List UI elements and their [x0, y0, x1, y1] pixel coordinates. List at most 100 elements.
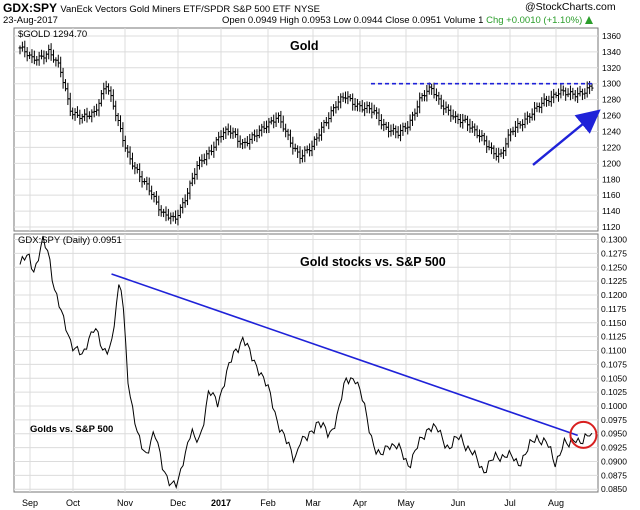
ratio-downtrend-line [111, 273, 578, 437]
ohlc-bar [590, 83, 594, 92]
ratio-y-tick: 0.0950 [601, 429, 627, 439]
ohlc-bar [121, 122, 125, 147]
ohlc-bar [66, 82, 70, 106]
ohlc-bar [209, 144, 213, 156]
ohlc-bar [341, 92, 345, 102]
ohlc-bar [233, 128, 237, 138]
ohlc-bar [116, 112, 120, 127]
ohlc-bar [487, 140, 491, 151]
ohlc-bar [363, 102, 367, 117]
ratio-y-tick-labels: 0.0850 0.0875 0.0900 0.0925 0.0950 0.0975 0.10… [601, 235, 627, 495]
ohlc-bar [18, 45, 22, 55]
ohlc-bar [327, 112, 331, 130]
ohlc-bar [162, 208, 166, 218]
ohlc-bar [308, 143, 312, 157]
x-tick-label: Nov [117, 498, 134, 508]
ohlc-bar [379, 114, 383, 130]
ohlc-bar [521, 119, 525, 132]
gold-y-tick: 1120 [602, 222, 621, 232]
ohlc-bar [202, 153, 206, 165]
ohlc-bar [260, 123, 264, 137]
quote-volume: Volume 1 [443, 15, 484, 26]
ohlc-bar [497, 147, 501, 163]
ratio-annotation: Golds vs. S&P 500 [30, 424, 113, 435]
ratio-grid [14, 234, 598, 492]
ratio-y-tick: 0.1050 [601, 373, 627, 383]
ratio-breakout-circle [569, 420, 598, 449]
ohlc-bar [97, 99, 101, 117]
ohlc-bar [61, 67, 65, 89]
x-month-labels: Sep Oct Nov Dec 2017 Feb Mar Apr May Jun Jul Aug [22, 498, 564, 508]
ohlc-bar [32, 50, 36, 65]
gold-ohlc-bars [18, 40, 594, 226]
ohlc-bar [63, 79, 67, 92]
ohlc-bar [425, 84, 429, 102]
quote-open: Open 0.0949 [222, 15, 277, 26]
ohlc-bar [408, 114, 412, 131]
ohlc-bar [279, 110, 283, 129]
quote-high: High 0.0953 [279, 15, 331, 26]
ohlc-bar [346, 91, 350, 105]
ohlc-bar [284, 123, 288, 138]
ohlc-bar [157, 195, 161, 217]
ohlc-bar [315, 133, 319, 146]
gold-y-tick: 1140 [602, 206, 621, 216]
ratio-y-tick: 0.0975 [601, 415, 627, 425]
ohlc-bar [501, 146, 505, 159]
ohlc-bar [174, 210, 178, 224]
ratio-panel-frame [13, 233, 599, 493]
gold-panel-title: Gold [290, 39, 318, 53]
ratio-y-tick: 0.1075 [601, 359, 627, 369]
quote-close: Close 0.0951 [385, 15, 442, 26]
ohlc-bar [391, 123, 395, 136]
ohlc-bar [250, 132, 254, 144]
ratio-y-tick: 0.1100 [601, 346, 627, 356]
ohlc-bar [442, 99, 446, 116]
ohlc-bar [339, 93, 343, 109]
ohlc-bar [298, 146, 302, 164]
ohlc-bar [552, 88, 556, 104]
ohlc-bar [384, 121, 388, 131]
ohlc-bar [274, 112, 278, 127]
ohlc-bar [571, 87, 575, 99]
ratio-y-tick: 0.1175 [601, 304, 627, 314]
ohlc-bar [128, 146, 132, 165]
x-tick-label: Mar [305, 498, 321, 508]
ohlc-bar [226, 123, 230, 136]
ohlc-bar [533, 101, 537, 121]
ohlc-bar [494, 148, 498, 161]
ohlc-bar [324, 117, 328, 127]
ohlc-bar [68, 92, 72, 116]
ohlc-bar [126, 145, 130, 158]
ohlc-bar [399, 124, 403, 142]
x-tick-label: Aug [548, 498, 564, 508]
ohlc-bar [207, 146, 211, 160]
gold-y-tick-labels: 1120 1140 1160 1180 1200 1220 1240 1260 1280 1300… [602, 31, 621, 232]
ohlc-bar [71, 107, 75, 120]
ratio-y-tick: 0.1250 [601, 262, 627, 272]
ohlc-bar [568, 85, 572, 101]
ohlc-bar [559, 83, 563, 99]
ohlc-bar [56, 54, 60, 68]
ohlc-bar [372, 104, 376, 115]
ohlc-bar [231, 127, 235, 139]
ohlc-bar [466, 115, 470, 131]
ratio-series-line [19, 235, 593, 490]
gold-y-tick: 1360 [602, 31, 621, 41]
ohlc-bar [107, 83, 111, 95]
ohlc-bar [336, 95, 340, 111]
ohlc-bar [513, 120, 517, 137]
ratio-panel: 0.0850 0.0875 0.0900 0.0925 0.0950 0.0975 0.10… [13, 233, 627, 495]
ohlc-bar [348, 94, 352, 102]
ohlc-bar [482, 132, 486, 146]
ohlc-bar [406, 121, 410, 135]
quote-bar: Open 0.0949 High 0.0953 Low 0.0944 Close… [222, 15, 593, 26]
ohlc-bar [396, 126, 400, 139]
x-tick-label: Jun [451, 498, 466, 508]
ohlc-bar [365, 101, 369, 114]
ohlc-bar [355, 98, 359, 112]
gold-trend-arrow [532, 109, 601, 166]
ohlc-bar [102, 82, 106, 100]
ohlc-bar [75, 106, 79, 118]
